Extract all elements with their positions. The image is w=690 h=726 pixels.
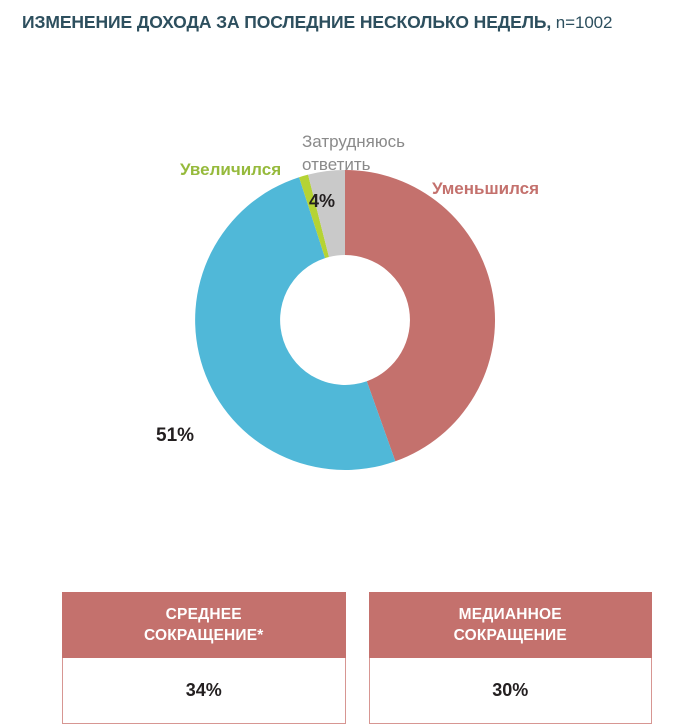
donut-slice-decreased[interactable] [345,170,496,462]
stat-header-average-line1: СРЕДНЕЕ [165,606,242,623]
stat-value-average: 34% [62,658,346,724]
slice-label-dont-know-line1: Затрудняюсь [302,132,405,151]
stat-header-average: СРЕДНЕЕ СОКРАЩЕНИЕ* [62,592,346,658]
stat-box-median: МЕДИАННОЕ СОКРАЩЕНИЕ 30% [368,592,652,724]
stats-row: СРЕДНЕЕ СОКРАЩЕНИЕ* 34% МЕДИАННОЕ СОКРАЩ… [62,592,652,724]
donut-slice-increased[interactable] [299,174,329,259]
slice-label-decreased: Уменьшился [432,179,540,198]
donut-slice-same[interactable] [195,177,396,470]
page-title-main: ИЗМЕНЕНИЕ ДОХОДА ЗА ПОСЛЕДНИЕ НЕСКОЛЬКО … [22,12,552,32]
stat-header-median-line1: МЕДИАННОЕ [458,606,562,623]
donut-chart-svg [195,170,496,470]
page-title: ИЗМЕНЕНИЕ ДОХОДА ЗА ПОСЛЕДНИЕ НЕСКОЛЬКО … [22,11,682,34]
slice-value-decreased: 45% [492,343,531,364]
stat-header-median-line2: СОКРАЩЕНИЕ [453,627,567,644]
slice-label-dont-know-line2: ответить [302,155,371,174]
stat-box-average: СРЕДНЕЕ СОКРАЩЕНИЕ* 34% [62,592,346,724]
slice-value-dont-know: 4% [309,191,336,211]
donut-chart: Увеличился Затрудняюсь ответить Уменьшил… [0,60,690,614]
page-title-sample-size: n=1002 [551,13,613,32]
donut-slice-dont-know[interactable] [308,170,345,258]
stat-header-average-line2: СОКРАЩЕНИЕ* [143,627,264,644]
slice-label-increased: Увеличился [180,160,282,179]
slice-value-same: 51% [156,425,195,446]
slice-label-dont-know: Затрудняюсь ответить [302,130,422,176]
stat-value-median: 30% [368,658,652,724]
stat-header-median: МЕДИАННОЕ СОКРАЩЕНИЕ [368,592,652,658]
